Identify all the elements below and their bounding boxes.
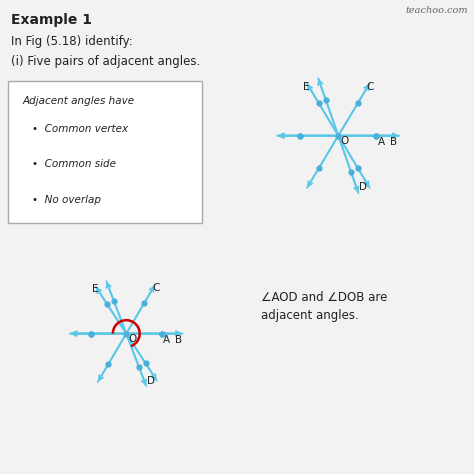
Text: teachoo.com: teachoo.com bbox=[405, 6, 468, 15]
Text: B: B bbox=[175, 335, 182, 345]
Text: A: A bbox=[378, 137, 385, 147]
Text: •  No overlap: • No overlap bbox=[32, 195, 101, 205]
Text: E: E bbox=[92, 284, 98, 294]
Text: In Fig (5.18) identify:: In Fig (5.18) identify: bbox=[11, 36, 133, 48]
Text: A: A bbox=[163, 335, 170, 345]
Text: C: C bbox=[366, 82, 374, 92]
Text: B: B bbox=[391, 137, 398, 147]
Text: D: D bbox=[146, 376, 155, 386]
Text: •  Common side: • Common side bbox=[32, 159, 116, 169]
Text: Adjacent angles have: Adjacent angles have bbox=[23, 96, 135, 106]
FancyBboxPatch shape bbox=[9, 82, 201, 223]
Text: E: E bbox=[303, 82, 310, 92]
Text: O: O bbox=[340, 137, 348, 146]
Text: ∠AOD and ∠DOB are: ∠AOD and ∠DOB are bbox=[261, 291, 387, 304]
Text: adjacent angles.: adjacent angles. bbox=[261, 309, 358, 322]
Text: O: O bbox=[128, 334, 137, 344]
Text: Example 1: Example 1 bbox=[11, 13, 92, 27]
Text: (i) Five pairs of adjacent angles.: (i) Five pairs of adjacent angles. bbox=[11, 55, 200, 68]
Text: •  Common vertex: • Common vertex bbox=[32, 124, 128, 134]
Text: D: D bbox=[359, 182, 367, 192]
Text: C: C bbox=[152, 283, 159, 293]
